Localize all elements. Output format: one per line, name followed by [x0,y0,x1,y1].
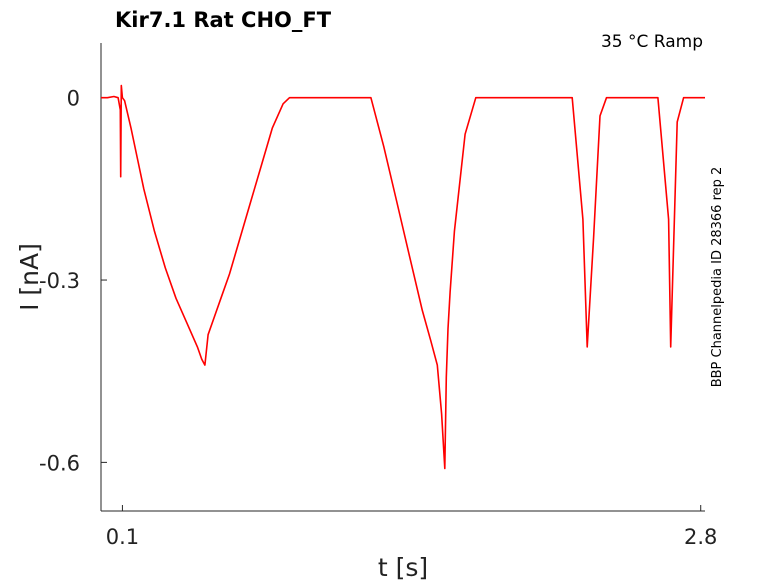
x-axis-label: t [s] [378,553,428,582]
current-trace-line [101,84,705,470]
x-tick-label: 0.1 [106,525,139,549]
x-tick-label: 2.8 [684,525,717,549]
y-axis-label: I [nA] [15,243,44,311]
chart-title: Kir7.1 Rat CHO_FT [115,8,332,32]
y-tick-label: -0.3 [39,269,80,293]
traces [101,84,705,470]
ticks: 0.1 2.8 0 -0.3 -0.6 [39,87,717,549]
condition-label: 35 °C Ramp [601,32,703,52]
y-tick-label: -0.6 [39,451,80,475]
y-tick-label: 0 [67,87,80,111]
axes [100,43,705,512]
side-label: BBP Channelpedia ID 28366 rep 2 [710,167,725,388]
